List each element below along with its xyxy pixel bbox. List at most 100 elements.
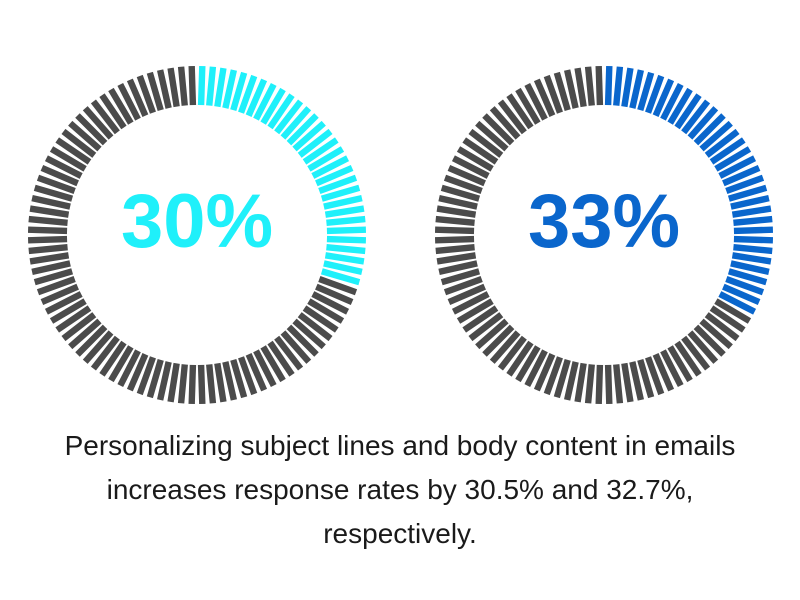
value-segment (320, 184, 361, 202)
track-segment (188, 364, 197, 405)
track-segment (533, 353, 556, 392)
caption: Personalizing subject lines and body con… (64, 430, 736, 549)
track-segment (687, 330, 719, 364)
track-segment (245, 353, 268, 392)
value-segment (320, 268, 361, 286)
track-segment (280, 330, 312, 364)
track-segment (699, 318, 733, 350)
track-segment (126, 78, 149, 117)
track-segment (629, 361, 644, 401)
track-segment (438, 195, 478, 210)
value-segment (222, 69, 237, 109)
track-segment (574, 362, 587, 403)
track-segment (90, 335, 120, 371)
value-segment (629, 69, 644, 109)
value-segment (733, 215, 773, 226)
track-segment (267, 340, 295, 377)
track-segment (146, 71, 164, 112)
track-segment (709, 305, 746, 333)
track-segment (230, 358, 248, 399)
track-segment (292, 318, 326, 350)
track-segment (238, 356, 258, 396)
value-segment (326, 215, 366, 226)
track-segment (553, 71, 571, 112)
track-segment (564, 361, 579, 401)
track-segment (27, 226, 68, 235)
track-segment (584, 364, 595, 404)
track-segment (475, 120, 509, 152)
value-segment (324, 252, 365, 265)
track-segment (553, 358, 571, 399)
value-segment (326, 226, 367, 235)
track-segment (157, 361, 172, 401)
track-segment (440, 184, 481, 202)
track-segment (613, 364, 624, 404)
track-segment (214, 362, 227, 403)
track-segment (497, 335, 527, 371)
track-segment (434, 235, 475, 244)
track-segment (482, 113, 515, 146)
value-segment (667, 87, 693, 125)
track-segment (693, 324, 726, 357)
track-segment (595, 364, 604, 405)
value-segment (699, 120, 733, 152)
value-arc (604, 65, 774, 315)
track-segment (704, 312, 740, 342)
track-segment (297, 312, 333, 342)
track-segment (31, 195, 71, 210)
value-segment (307, 146, 345, 172)
track-segment (27, 235, 68, 244)
value-segment (714, 146, 752, 172)
track-segment (260, 345, 286, 383)
track-segment (440, 268, 481, 286)
track-segment (82, 106, 114, 140)
track-segment (506, 340, 534, 377)
track-segment (584, 66, 595, 106)
track-segment (49, 146, 87, 172)
track-segment (315, 283, 354, 306)
value-segment (718, 291, 757, 315)
track-segment (574, 67, 587, 108)
value-segment (286, 113, 319, 146)
track-segment (49, 298, 87, 324)
track-segment (99, 93, 127, 130)
track-segment (167, 67, 180, 108)
track-segment (36, 174, 76, 194)
track-segment (462, 137, 499, 165)
track-segment (307, 298, 345, 324)
value-segment (621, 67, 634, 108)
track-segment (438, 260, 478, 275)
value-segment (613, 66, 624, 106)
value-segment (730, 260, 770, 275)
track-segment (434, 226, 475, 235)
track-segment (318, 276, 358, 296)
track-segment (595, 65, 604, 106)
value-segment (274, 99, 304, 135)
value-segment (230, 71, 248, 112)
value-segment (674, 93, 702, 130)
track-segment (177, 66, 188, 106)
value-segment (292, 120, 326, 152)
track (27, 65, 358, 405)
value-segment (318, 174, 358, 194)
track-segment (61, 128, 97, 158)
track-segment (197, 364, 206, 405)
track-segment (274, 335, 304, 371)
track-segment (68, 318, 102, 350)
value-segment (280, 106, 312, 140)
track-segment (136, 356, 156, 396)
track-segment (543, 74, 563, 114)
track-segment (253, 349, 277, 388)
track-segment (40, 164, 79, 187)
value-segment (709, 137, 746, 165)
value-segment (326, 235, 367, 244)
track-segment (435, 244, 475, 255)
charts: 30% 33% (27, 65, 774, 405)
value-segment (687, 106, 719, 140)
value-segment (660, 82, 684, 121)
value-segment (725, 174, 765, 194)
value-segment (267, 93, 295, 130)
track-segment (44, 291, 83, 315)
track-segment (55, 305, 92, 333)
track-segment (462, 305, 499, 333)
